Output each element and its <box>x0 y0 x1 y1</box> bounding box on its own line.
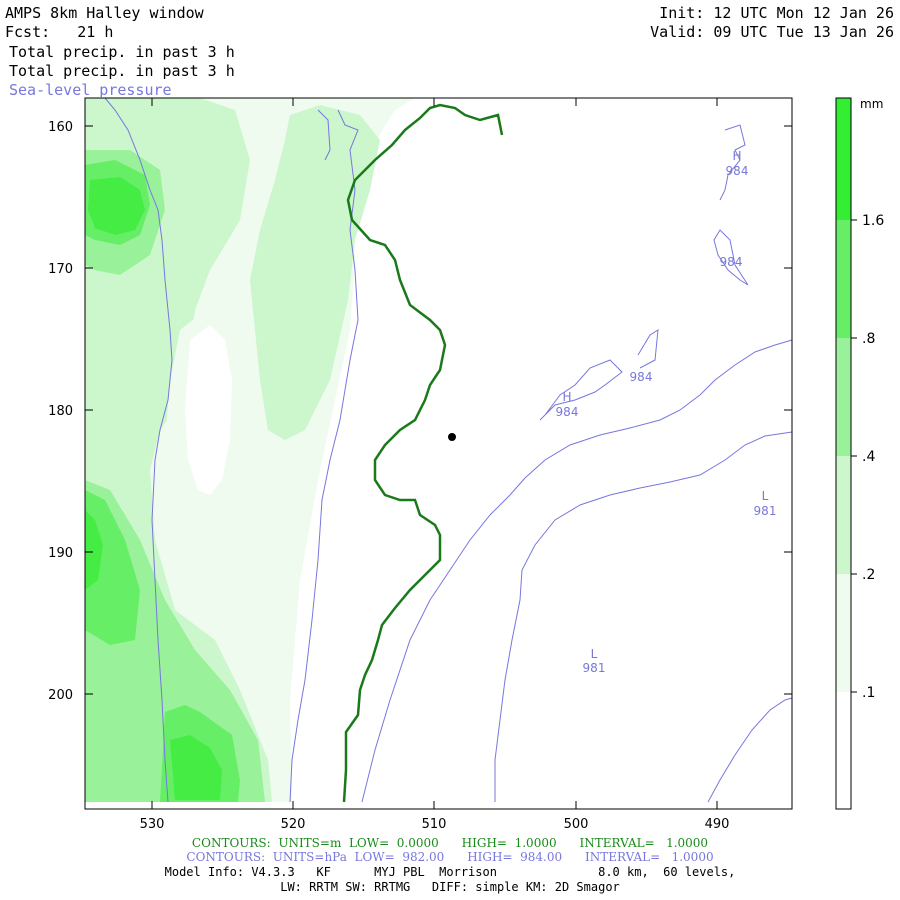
isobar-line <box>317 109 331 161</box>
colorbar-bin <box>836 456 851 574</box>
map-title: AMPS 8km Halley window <box>5 4 204 22</box>
precip-shading <box>85 98 415 802</box>
isobar-line <box>539 359 623 421</box>
isobars <box>104 97 793 803</box>
y-tick-label: 190 <box>48 546 73 561</box>
y-tick-label: 180 <box>48 404 73 419</box>
pressure-label-kind: L <box>591 647 598 661</box>
isobar-line <box>494 431 793 802</box>
colorbar-bin <box>836 220 851 338</box>
colorbar-unit: mm <box>860 97 883 111</box>
pressure-label-kind: L <box>762 489 769 503</box>
y-tick-label: 200 <box>48 688 73 703</box>
x-tick-label: 510 <box>422 817 447 832</box>
pressure-label-value: 981 <box>754 504 777 518</box>
x-tick-label: 530 <box>140 817 165 832</box>
pressure-label-value: 984 <box>556 405 579 419</box>
y-tick-labels: 160 170 180 190 200 <box>48 120 73 703</box>
isobar-line <box>637 329 659 369</box>
colorbar-bin <box>836 574 851 692</box>
colorbar-label: .8 <box>862 331 875 347</box>
terrain-contour <box>342 103 504 803</box>
x-tick-label: 490 <box>705 817 730 832</box>
pressure-label-value: 984 <box>630 370 653 384</box>
colorbar-bin <box>836 98 851 220</box>
pressure-label-value: 984 <box>726 164 749 178</box>
precip-band-08 <box>85 160 240 802</box>
pressure-label-kind: H <box>562 390 571 404</box>
contour-info-pressure: CONTOURS: UNITS=hPa LOW= 982.00 HIGH= 98… <box>186 850 714 864</box>
y-axis <box>85 125 792 695</box>
x-axis <box>151 98 718 809</box>
isobar-line <box>104 97 173 803</box>
model-info-line-2: LW: RRTM SW: RRTMG DIFF: simple KM: 2D S… <box>280 880 620 894</box>
colorbar-bin <box>836 338 851 456</box>
colorbar-label: .2 <box>862 567 875 583</box>
field-label-1: Total precip. in past 3 h <box>9 43 235 61</box>
colorbar-frame <box>835 97 852 810</box>
pressure-label-value: 981 <box>583 661 606 675</box>
station-marker <box>448 433 456 441</box>
plot-frame <box>84 97 793 810</box>
field-label-slp: Sea-level pressure <box>9 81 172 99</box>
valid-time: Valid: 09 UTC Tue 13 Jan 26 <box>650 23 894 41</box>
isobar-line <box>289 109 359 803</box>
colorbar-label: .1 <box>862 685 875 701</box>
pressure-label-kind: H <box>732 149 741 163</box>
isobar-line <box>719 124 746 201</box>
isobar-line <box>713 229 749 286</box>
pressure-label-value: 984 <box>720 255 743 269</box>
isobar-line <box>361 339 793 803</box>
colorbar: mm 1.6 .8 .4 .2 .1 <box>835 97 884 810</box>
isobar-line <box>707 697 793 803</box>
init-time: Init: 12 UTC Mon 12 Jan 26 <box>659 4 894 22</box>
colorbar-label: 1.6 <box>862 213 884 229</box>
y-tick-label: 170 <box>48 262 73 277</box>
colorbar-bin <box>836 692 851 809</box>
precip-hole-inner <box>185 325 232 495</box>
x-tick-labels: 530 520 510 500 490 <box>140 817 730 832</box>
y-tick-label: 160 <box>48 120 73 135</box>
x-tick-label: 520 <box>281 817 306 832</box>
model-info-line-1: Model Info: V4.3.3 KF MYJ PBL Morrison 8… <box>164 865 736 879</box>
field-label-2: Total precip. in past 3 h <box>9 62 235 80</box>
pressure-labels: H 984 984 984 H 984 L 981 L 981 <box>556 149 777 675</box>
forecast-hour: Fcst: 21 h <box>5 23 114 41</box>
contour-info-terrain: CONTOURS: UNITS=m LOW= 0.0000 HIGH= 1.00… <box>191 836 709 850</box>
colorbar-label: .4 <box>862 449 875 465</box>
x-tick-label: 500 <box>564 817 589 832</box>
